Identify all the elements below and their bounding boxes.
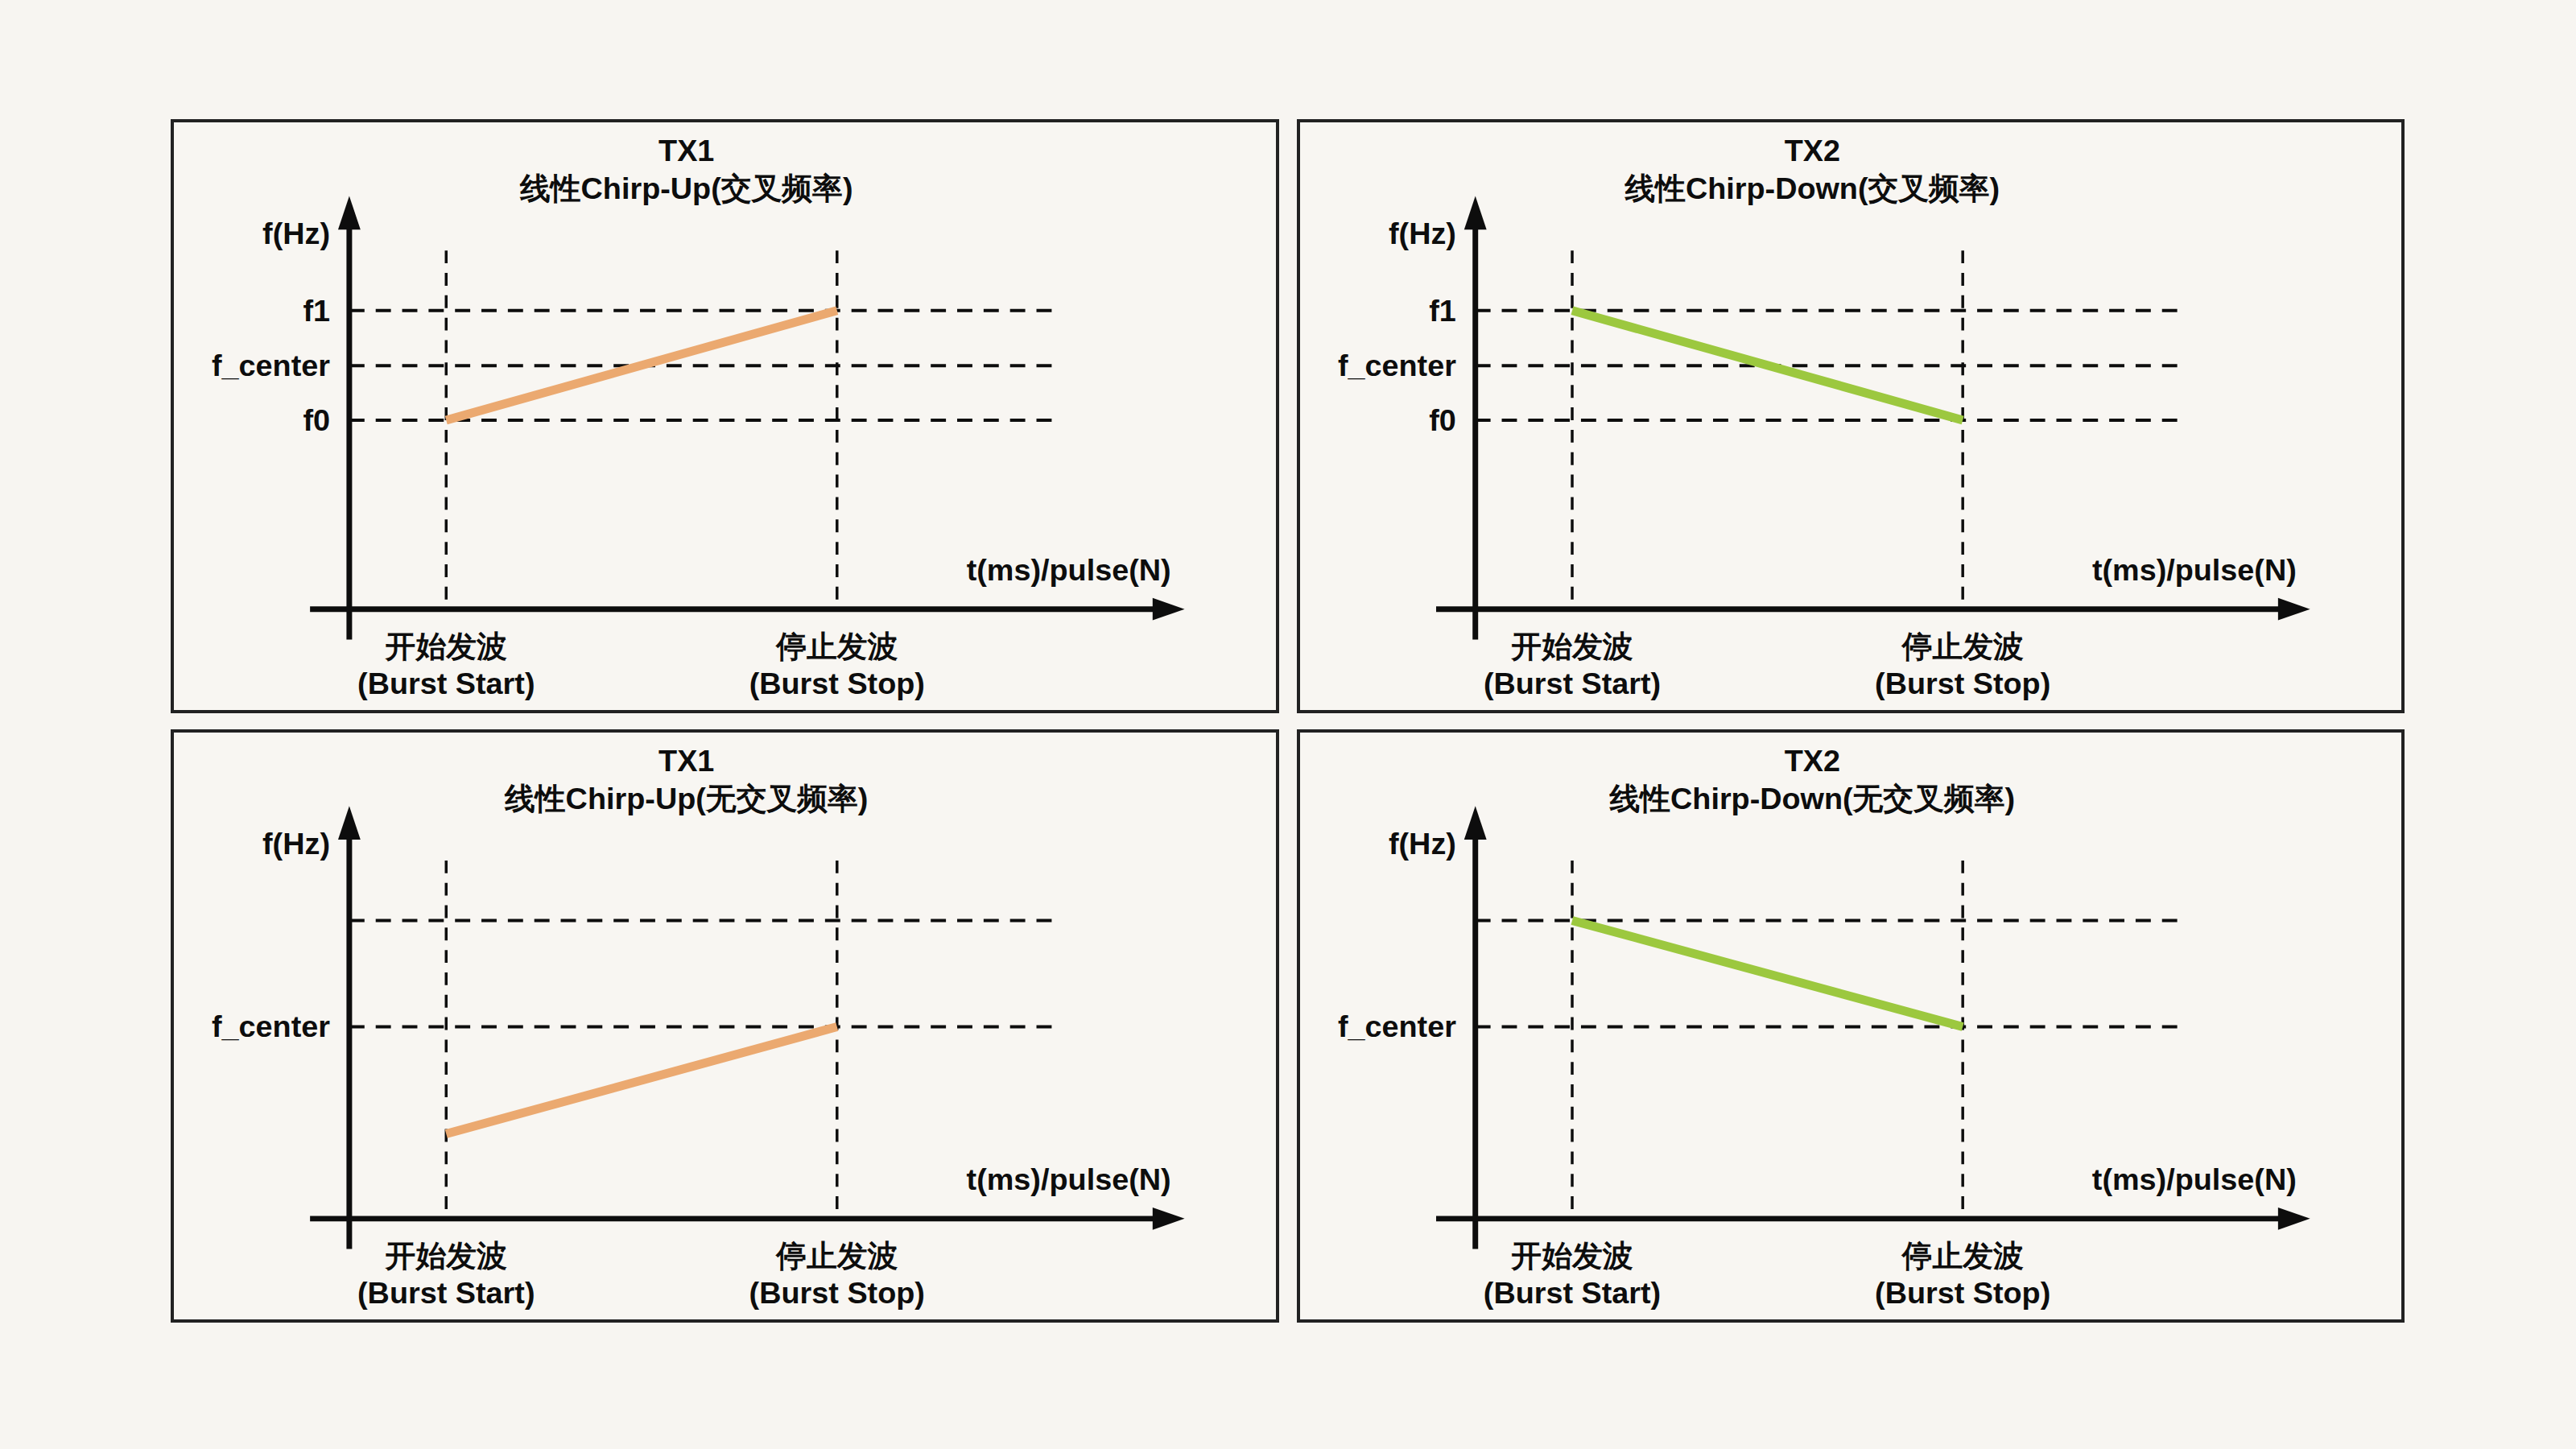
y-axis-label: f(Hz) [1389, 827, 1456, 861]
xtick-burst-stop-zh: 停止发波 [774, 1239, 898, 1273]
xtick-burst-start-zh: 开始发波 [1511, 630, 1633, 663]
y-axis-arrow [1464, 196, 1487, 229]
y-axis-arrow [1464, 806, 1487, 840]
xtick-burst-stop-en: (Burst Stop) [749, 667, 925, 700]
x-axis-arrow [2278, 1208, 2310, 1230]
x-axis-label: t(ms)/pulse(N) [967, 553, 1171, 587]
panel-title-tx: TX1 [658, 744, 714, 778]
panel-title-tx: TX2 [1785, 134, 1840, 167]
y-axis-label: f(Hz) [1389, 217, 1456, 250]
x-axis-label: t(ms)/pulse(N) [2092, 1162, 2297, 1196]
chirp-plot-tx2-noncrossed: TX2 线性Chirp-Down(无交叉频率) f_center f(Hz) t… [1300, 733, 2401, 1319]
x-axis-arrow [2278, 598, 2310, 621]
panel-title-desc: 线性Chirp-Down(交叉频率) [1624, 171, 2000, 205]
xtick-burst-start-en: (Burst Start) [357, 1276, 535, 1310]
xtick-burst-start-zh: 开始发波 [385, 630, 507, 663]
panel-tx2-noncrossed: TX2 线性Chirp-Down(无交叉频率) f_center f(Hz) t… [1297, 729, 2405, 1323]
panel-title-desc: 线性Chirp-Up(无交叉频率) [504, 782, 868, 815]
panel-tx1-crossed: TX1 线性Chirp-Up(交叉频率) f1 f_center f0 f(Hz… [171, 119, 1279, 713]
ytick-f-center: f_center [212, 1009, 330, 1043]
panel-tx1-noncrossed: TX1 线性Chirp-Up(无交叉频率) f_center f(Hz) t(m… [171, 729, 1279, 1323]
xtick-burst-start-zh: 开始发波 [1510, 1239, 1633, 1273]
ytick-f1: f1 [1429, 294, 1456, 328]
panel-tx2-crossed: TX2 线性Chirp-Down(交叉频率) f1 f_center f0 f(… [1297, 119, 2405, 713]
y-axis-label: f(Hz) [262, 827, 330, 861]
y-axis-arrow [338, 806, 361, 840]
chirp-line [1572, 920, 1963, 1026]
xtick-burst-stop-en: (Burst Stop) [1875, 1276, 2050, 1310]
chirp-plot-tx2-crossed: TX2 线性Chirp-Down(交叉频率) f1 f_center f0 f(… [1300, 122, 2401, 710]
xtick-burst-start-zh: 开始发波 [385, 1239, 507, 1273]
ytick-f-center: f_center [1338, 349, 1456, 382]
xtick-burst-stop-zh: 停止发波 [1901, 630, 2024, 663]
xtick-burst-stop-zh: 停止发波 [774, 630, 898, 663]
xtick-burst-stop-zh: 停止发波 [1901, 1239, 2024, 1273]
chirp-line [446, 1026, 837, 1133]
ytick-f0: f0 [1429, 403, 1456, 437]
chirp-plot-tx1-noncrossed: TX1 线性Chirp-Up(无交叉频率) f_center f(Hz) t(m… [174, 733, 1276, 1319]
y-axis-arrow [338, 196, 361, 229]
chirp-diagram-board: TX1 线性Chirp-Up(交叉频率) f1 f_center f0 f(Hz… [171, 119, 2405, 1323]
ytick-f0: f0 [303, 403, 330, 437]
ytick-f-center: f_center [1338, 1009, 1456, 1043]
x-axis-label: t(ms)/pulse(N) [967, 1162, 1171, 1196]
panel-title-desc: 线性Chirp-Down(无交叉频率) [1609, 782, 2016, 815]
xtick-burst-start-en: (Burst Start) [357, 667, 535, 700]
panel-title-desc: 线性Chirp-Up(交叉频率) [519, 171, 853, 205]
xtick-burst-stop-en: (Burst Stop) [1875, 667, 2050, 700]
y-axis-label: f(Hz) [262, 217, 330, 250]
x-axis-label: t(ms)/pulse(N) [2092, 553, 2297, 587]
xtick-burst-start-en: (Burst Start) [1484, 1276, 1661, 1310]
ytick-f-center: f_center [212, 349, 330, 382]
xtick-burst-start-en: (Burst Start) [1484, 667, 1661, 700]
xtick-burst-stop-en: (Burst Stop) [749, 1276, 925, 1310]
x-axis-arrow [1153, 1208, 1185, 1230]
panel-title-tx: TX1 [658, 134, 714, 167]
x-axis-arrow [1153, 598, 1185, 621]
chirp-plot-tx1-crossed: TX1 线性Chirp-Up(交叉频率) f1 f_center f0 f(Hz… [174, 122, 1276, 710]
ytick-f1: f1 [303, 294, 330, 328]
panel-title-tx: TX2 [1785, 744, 1840, 778]
